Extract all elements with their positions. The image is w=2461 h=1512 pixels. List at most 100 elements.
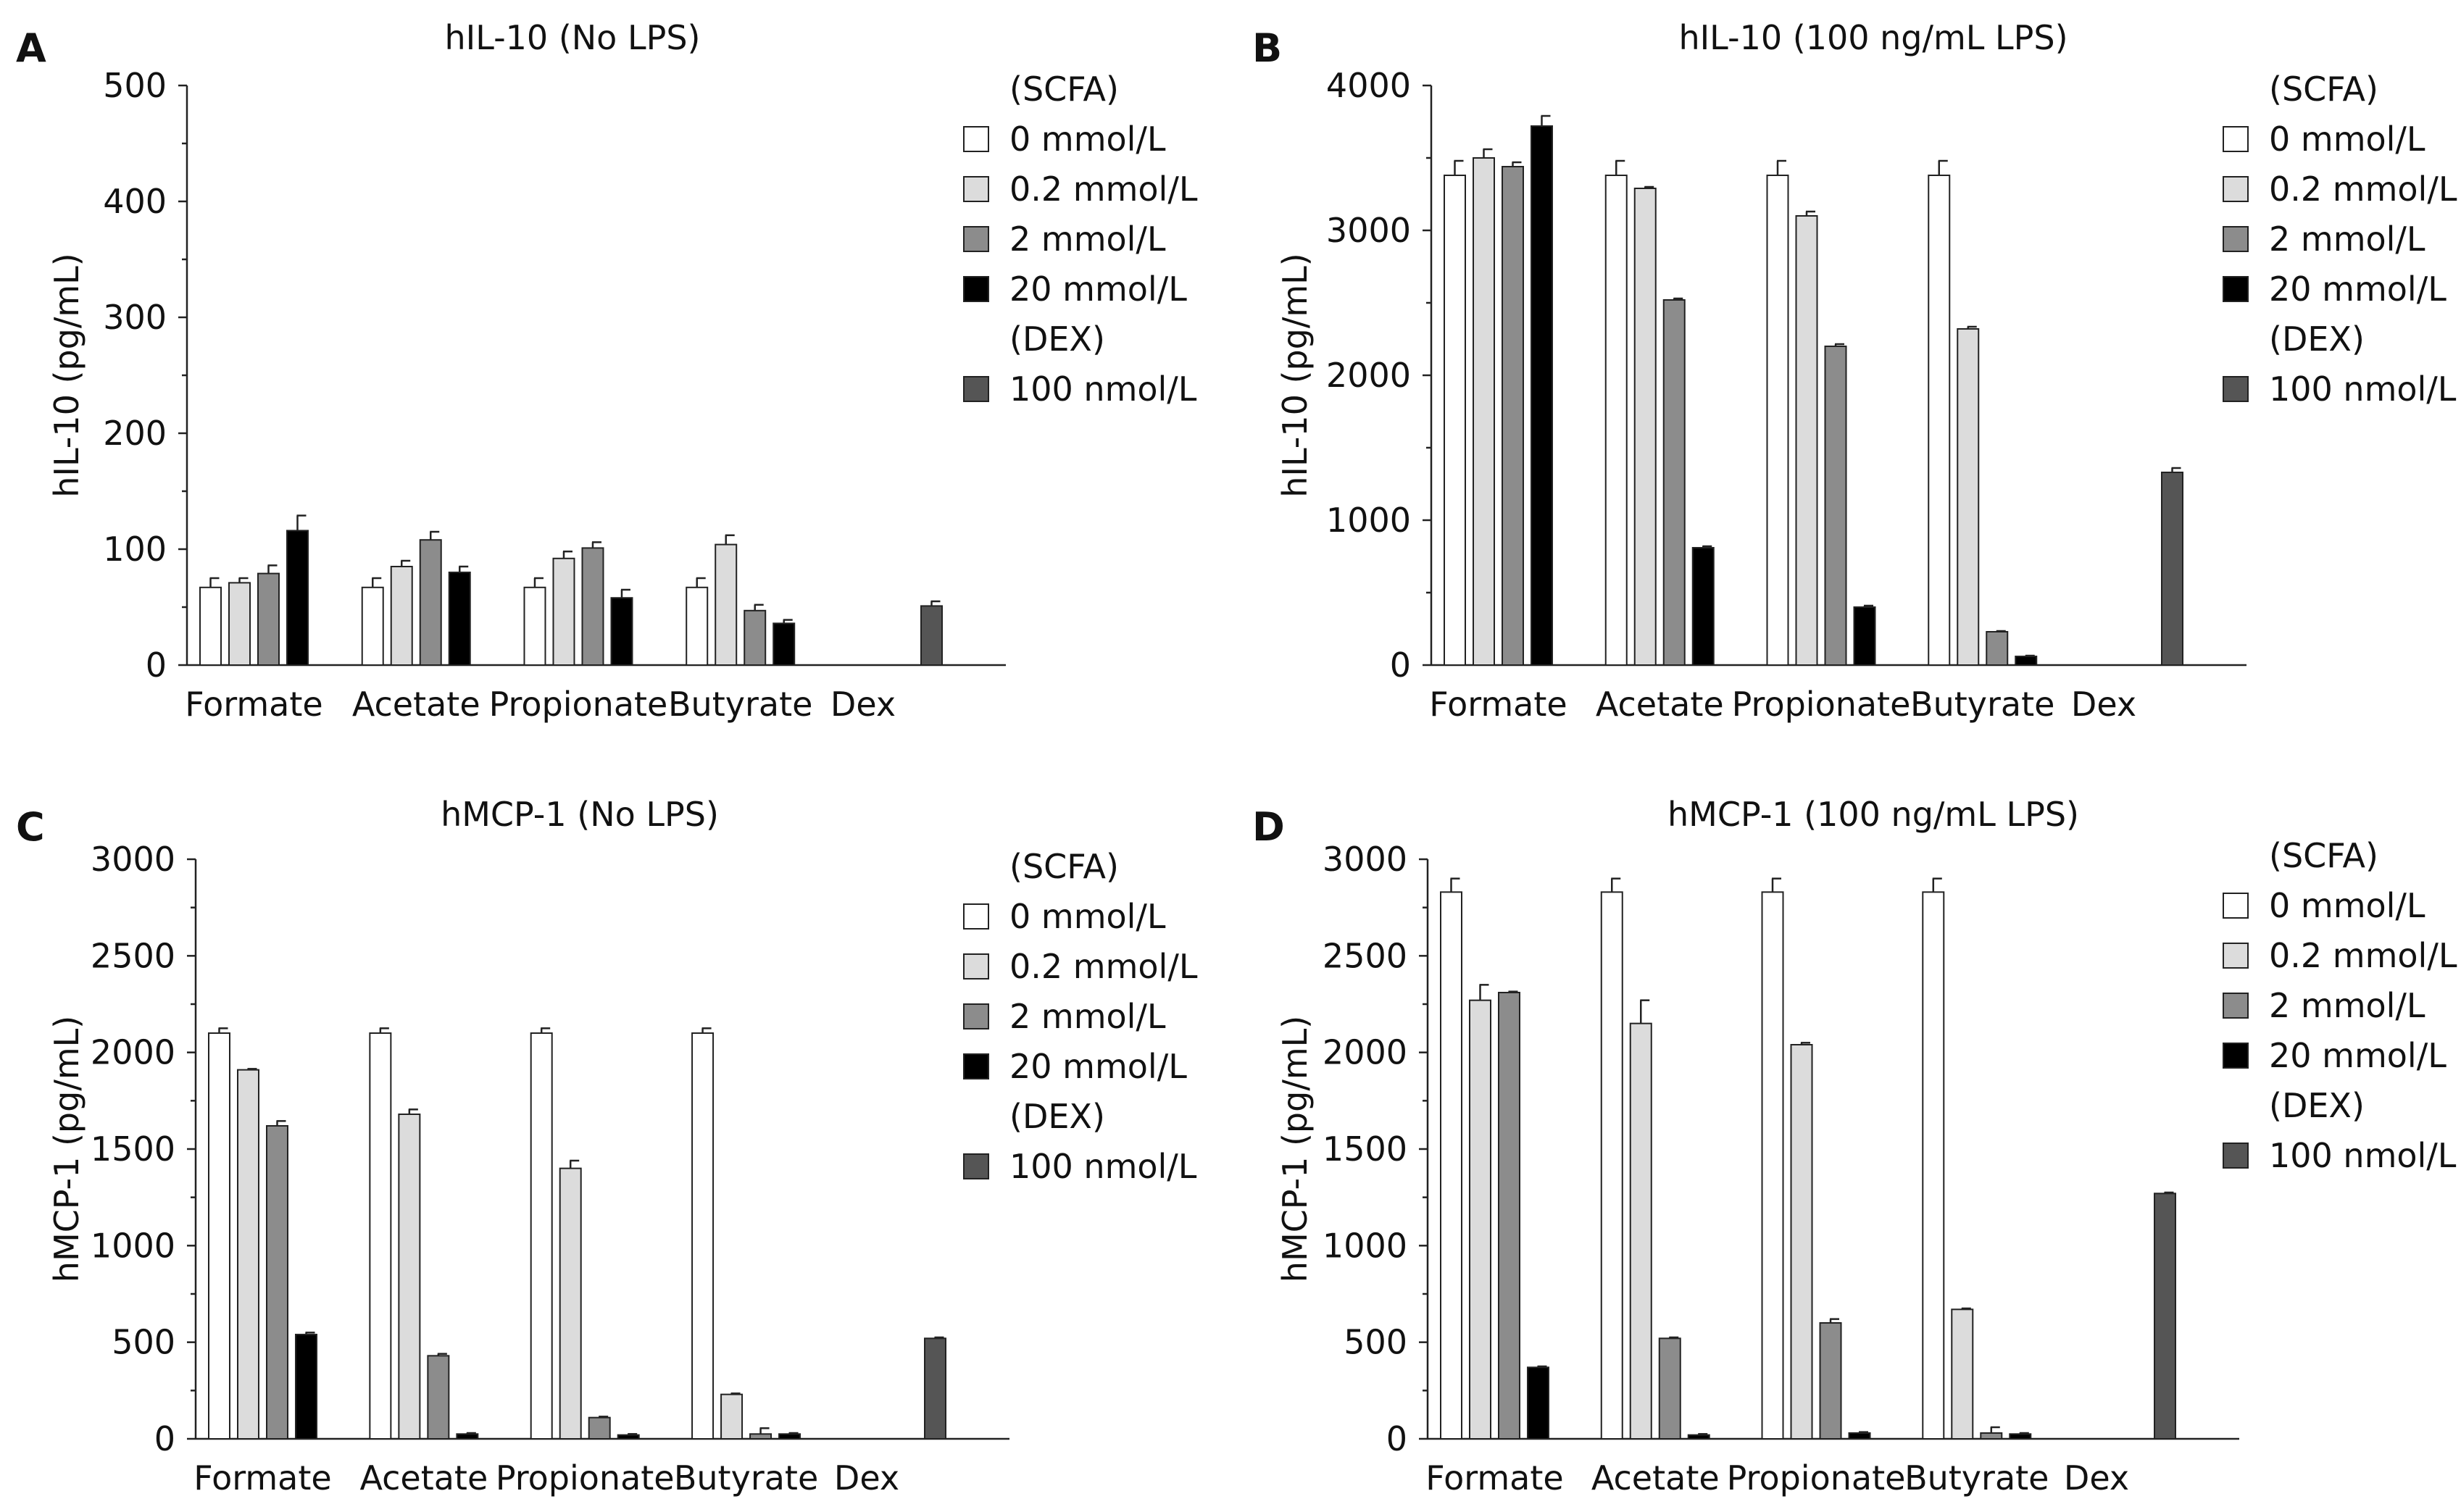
y-tick-label: 2500 (91, 936, 175, 975)
y-tick-label: 2000 (1326, 356, 1411, 395)
bar (237, 1069, 259, 1440)
bar (257, 572, 280, 666)
bar (2015, 656, 2038, 666)
bar (1633, 188, 1657, 666)
bar (1440, 891, 1462, 1440)
legend-label: 2 mmol/L (1009, 220, 1166, 259)
legend-label: 20 mmol/L (1009, 1047, 1187, 1086)
chart-title: hIL-10 (No LPS) (445, 18, 701, 57)
legend-label: 0.2 mmol/L (2269, 170, 2457, 209)
bar (228, 582, 251, 667)
y-tick-label: 0 (154, 1419, 175, 1458)
bar (617, 1434, 640, 1440)
legend-label: 2 mmol/L (2269, 220, 2425, 259)
y-tick-label: 3000 (1323, 840, 1407, 879)
bar (427, 1355, 450, 1440)
category-label: Dex (2064, 1458, 2129, 1498)
bar (390, 566, 413, 666)
y-tick-label: 500 (112, 1323, 175, 1362)
bar (1795, 215, 1818, 666)
legend-swatch (2223, 226, 2249, 252)
chart-title: hMCP-1 (100 ng/mL LPS) (1667, 795, 2079, 834)
bar (530, 1032, 553, 1440)
category-label: Acetate (352, 685, 480, 724)
legend: (SCFA) 0 mmol/L 0.2 mmol/L 2 mmol/L 20 mmol/… (963, 70, 1198, 409)
category-label: Butyrate (1904, 1458, 2049, 1498)
bar (1498, 992, 1520, 1440)
legend-label: 100 nmol/L (2269, 1136, 2457, 1175)
bar (523, 586, 546, 666)
bar (686, 586, 709, 666)
legend-swatch (963, 1153, 989, 1179)
category-label: Acetate (1596, 685, 1724, 724)
legend-label: 20 mmol/L (2269, 1036, 2447, 1075)
category-label: Formate (1429, 685, 1567, 724)
legend-label: 20 mmol/L (2269, 270, 2447, 309)
panel-letter: D (1252, 804, 1285, 850)
bar (773, 622, 796, 667)
category-label: Butyrate (668, 685, 812, 724)
bar (1502, 166, 1524, 666)
bar (559, 1167, 582, 1440)
bar (295, 1334, 317, 1440)
bar (1922, 891, 1945, 1440)
legend-swatch (963, 176, 989, 202)
legend-swatch (2223, 993, 2249, 1019)
bar (1604, 175, 1628, 666)
legend-header-dex: (DEX) (2269, 319, 2365, 359)
legend-swatch (963, 953, 989, 980)
bar (1469, 999, 1491, 1440)
legend-swatch (963, 376, 989, 402)
bar (398, 1114, 421, 1440)
legend-header-scfa: (SCFA) (1009, 847, 1119, 886)
legend-swatch (963, 226, 989, 252)
bar (1951, 1308, 1974, 1440)
legend-swatch (2223, 376, 2249, 402)
bar (419, 539, 442, 667)
legend-swatch (2223, 276, 2249, 302)
legend-swatch (2223, 893, 2249, 919)
bar (456, 1433, 479, 1440)
y-tick-label: 2500 (1323, 936, 1407, 975)
category-label: Formate (185, 685, 322, 724)
legend-label: 0 mmol/L (1009, 897, 1166, 936)
bar (208, 1032, 230, 1440)
bar (1444, 175, 1466, 666)
bar (1928, 175, 1951, 666)
y-axis-label: hIL-10 (pg/mL) (1275, 253, 1315, 498)
legend-label: 100 nmol/L (1009, 369, 1197, 409)
legend: (SCFA) 0 mmol/L 0.2 mmol/L 2 mmol/L 20 mmol/… (2223, 836, 2457, 1175)
panel-letter: A (16, 25, 46, 71)
bar (920, 605, 943, 667)
bar (1824, 346, 1847, 666)
legend-label: 100 nmol/L (1009, 1147, 1197, 1186)
bar (1980, 1432, 2003, 1440)
legend: (SCFA) 0 mmol/L 0.2 mmol/L 2 mmol/L 20 mmol/… (963, 847, 1198, 1186)
bar (369, 1032, 392, 1440)
y-tick-label: 3000 (1326, 211, 1411, 250)
y-axis-label: hIL-10 (pg/mL) (47, 253, 86, 498)
y-tick-label: 1000 (1326, 501, 1411, 540)
bar (1629, 1022, 1652, 1440)
bar (199, 586, 222, 666)
legend-header-dex: (DEX) (2269, 1086, 2365, 1125)
category-label: Propionate (1727, 1458, 1906, 1498)
y-tick-label: 3000 (91, 840, 175, 879)
y-axis-label: hMCP-1 (pg/mL) (1275, 1016, 1315, 1282)
category-label: Dex (834, 1458, 899, 1498)
category-label: Formate (193, 1458, 331, 1498)
legend-swatch (2223, 176, 2249, 202)
legend-swatch (2223, 943, 2249, 969)
legend-header-scfa: (SCFA) (1009, 70, 1119, 109)
y-tick-label: 300 (103, 298, 167, 337)
y-tick-label: 2000 (91, 1033, 175, 1072)
bar (361, 586, 384, 666)
bar (2154, 1193, 2176, 1440)
bar (744, 609, 767, 666)
legend-swatch (963, 276, 989, 302)
bar (1848, 1432, 1871, 1440)
category-label: Propionate (489, 685, 668, 724)
